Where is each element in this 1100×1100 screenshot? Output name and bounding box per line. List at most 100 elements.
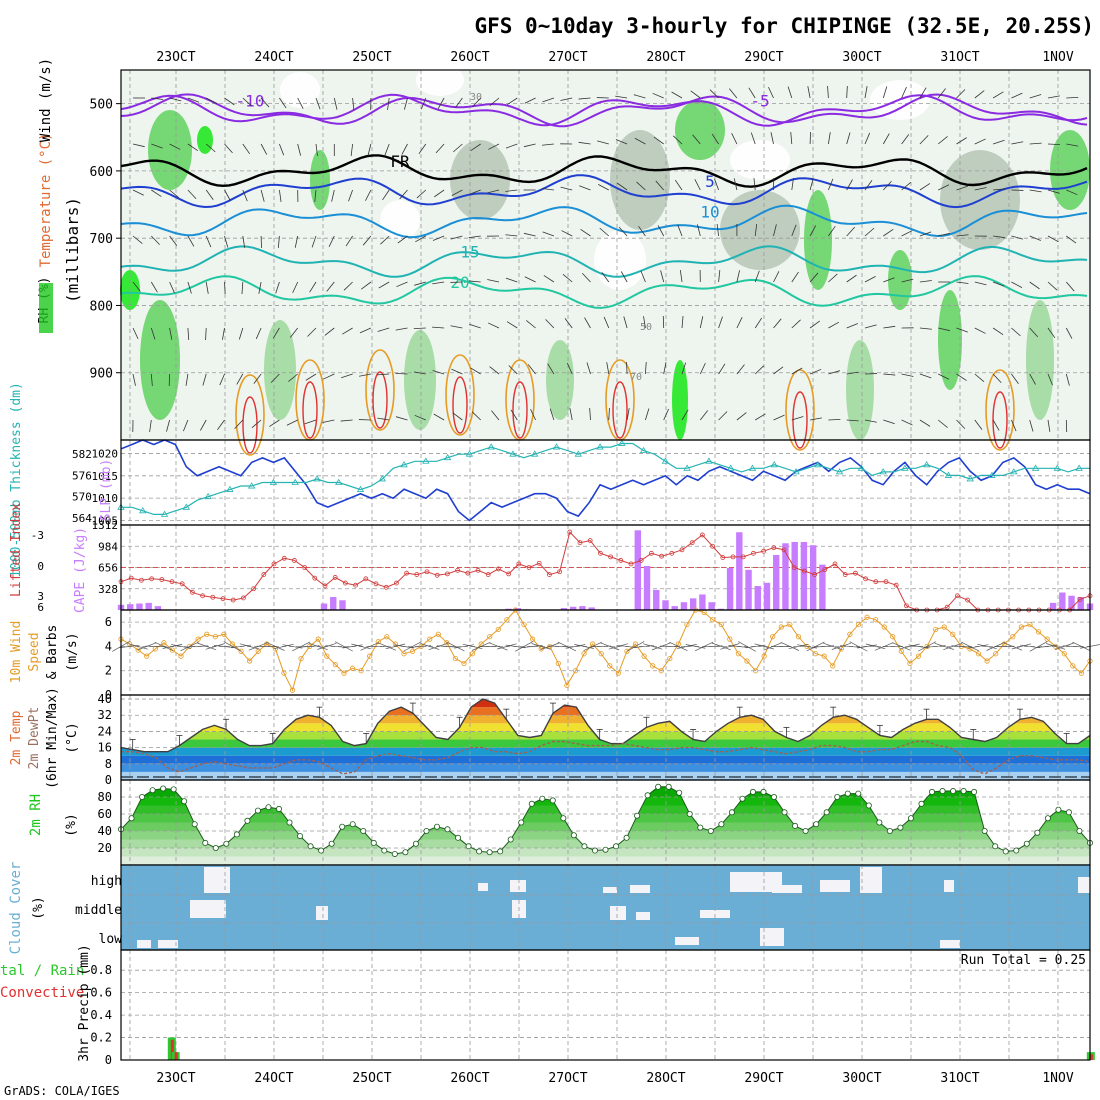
wind-barb: [510, 409, 518, 421]
lifted-index-marker: [587, 538, 593, 543]
temp-axis-label: (°C): [65, 722, 80, 753]
lifted-index-marker: [128, 575, 134, 581]
wind-speed-marker: [572, 668, 579, 674]
lifted-index-marker: [812, 572, 817, 577]
temp-axis-label: (6hr Min/Max): [45, 687, 60, 789]
wind-barb: [385, 643, 406, 650]
wind-barb: [864, 324, 877, 329]
wind-barb: [974, 281, 987, 286]
thickness-marker: [465, 450, 474, 457]
wind-barb: [277, 235, 280, 248]
cape-bar: [320, 603, 328, 610]
wind-speed-marker: [855, 621, 862, 628]
cloud-block: [944, 880, 954, 892]
wind-barb: [729, 88, 738, 99]
wind-barb: [362, 235, 372, 246]
wind-barb: [145, 645, 166, 648]
lifted-index-marker: [638, 558, 644, 563]
wind-barb: [1047, 419, 1051, 432]
wind-barb: [132, 143, 145, 148]
wind-barb: [547, 363, 555, 375]
wind-barb: [640, 270, 646, 283]
wind-barb: [382, 189, 390, 201]
lifted-index-marker: [251, 586, 257, 592]
wind-barb: [901, 181, 912, 191]
wind-barb: [222, 327, 225, 340]
wind-speed-marker: [384, 634, 390, 640]
wind-speed-marker: [615, 670, 621, 676]
cape-bar: [653, 589, 660, 610]
rh-contour-label: 30: [470, 92, 482, 103]
rh-marker: [823, 809, 830, 816]
isotherm-line: [120, 275, 1088, 309]
wind-speed-marker: [221, 631, 227, 637]
wind-barb: [403, 641, 422, 652]
wind-speed-marker: [607, 663, 613, 669]
wind-barb: [864, 419, 877, 423]
lifted-index-marker: [955, 593, 960, 599]
precip-axis-label: 3hr Precip (mm): [77, 944, 92, 1061]
rh-marker: [370, 839, 377, 846]
wind-barb: [992, 281, 1005, 287]
wind-barb: [669, 641, 688, 651]
cloud-block: [636, 912, 650, 920]
lifted-index-marker: [189, 589, 195, 595]
rh-marker: [939, 788, 946, 795]
wind-barb: [663, 408, 669, 421]
wind-barb: [433, 413, 445, 421]
wind-barb: [1029, 94, 1042, 99]
wind-barb: [626, 641, 645, 652]
top-date-label: 25OCT: [352, 50, 391, 65]
cape-bar: [1068, 595, 1075, 610]
rh-marker: [1013, 847, 1020, 854]
wind-barb: [754, 224, 758, 237]
thickness-marker: [160, 510, 169, 517]
slp-tick-label: 1005: [92, 515, 119, 528]
footer-credit: GrADS: COLA/IGES: [4, 1084, 120, 1098]
lifted-index-marker: [342, 580, 348, 586]
rh-marker: [591, 847, 598, 854]
rh-tick-label: 60: [98, 807, 112, 821]
wind-barb: [626, 361, 628, 375]
rh-marker: [233, 831, 240, 838]
wind-barb: [564, 318, 573, 329]
wind-barb: [828, 273, 838, 283]
rh-marker: [297, 833, 304, 840]
wind-speed-marker: [915, 653, 922, 659]
wind-barb: [937, 88, 946, 99]
bottom-date-label: 1NOV: [1042, 1071, 1073, 1086]
wind-barb: [508, 365, 518, 375]
wind-barb: [266, 642, 285, 651]
cape-bar: [736, 532, 743, 610]
wind-barb: [754, 413, 766, 421]
wind-barb: [401, 143, 408, 155]
wind-barb: [699, 410, 709, 421]
wind-barb: [472, 97, 481, 108]
temp-tick-label: 8: [105, 757, 112, 771]
wind-barb: [699, 362, 706, 375]
wind-barb: [623, 316, 628, 329]
wind-speed-marker: [598, 651, 604, 657]
wind-barb: [597, 140, 609, 145]
wind-speed-marker: [375, 638, 381, 645]
lifted-index-marker: [904, 603, 909, 609]
wind-barb: [1047, 95, 1060, 99]
lifted-index-marker: [577, 540, 583, 546]
rh-marker: [455, 834, 462, 841]
lifted-index-marker: [495, 566, 501, 572]
wind-speed-marker: [298, 655, 304, 662]
thickness-marker: [291, 478, 299, 485]
wind-barb: [864, 86, 868, 99]
rh-tick-label: 20: [98, 841, 112, 855]
lifted-index-marker: [475, 567, 481, 573]
wind-barb: [488, 143, 500, 150]
rh-shade: [1050, 130, 1090, 210]
wind-speed-marker: [324, 653, 330, 659]
wind-barb: [1047, 373, 1053, 386]
lifted-index-line: [120, 531, 1091, 611]
wind-barb: [633, 94, 646, 99]
wind-barb: [180, 641, 199, 652]
wind-barb: [745, 644, 766, 649]
wind-barb: [1066, 96, 1079, 99]
